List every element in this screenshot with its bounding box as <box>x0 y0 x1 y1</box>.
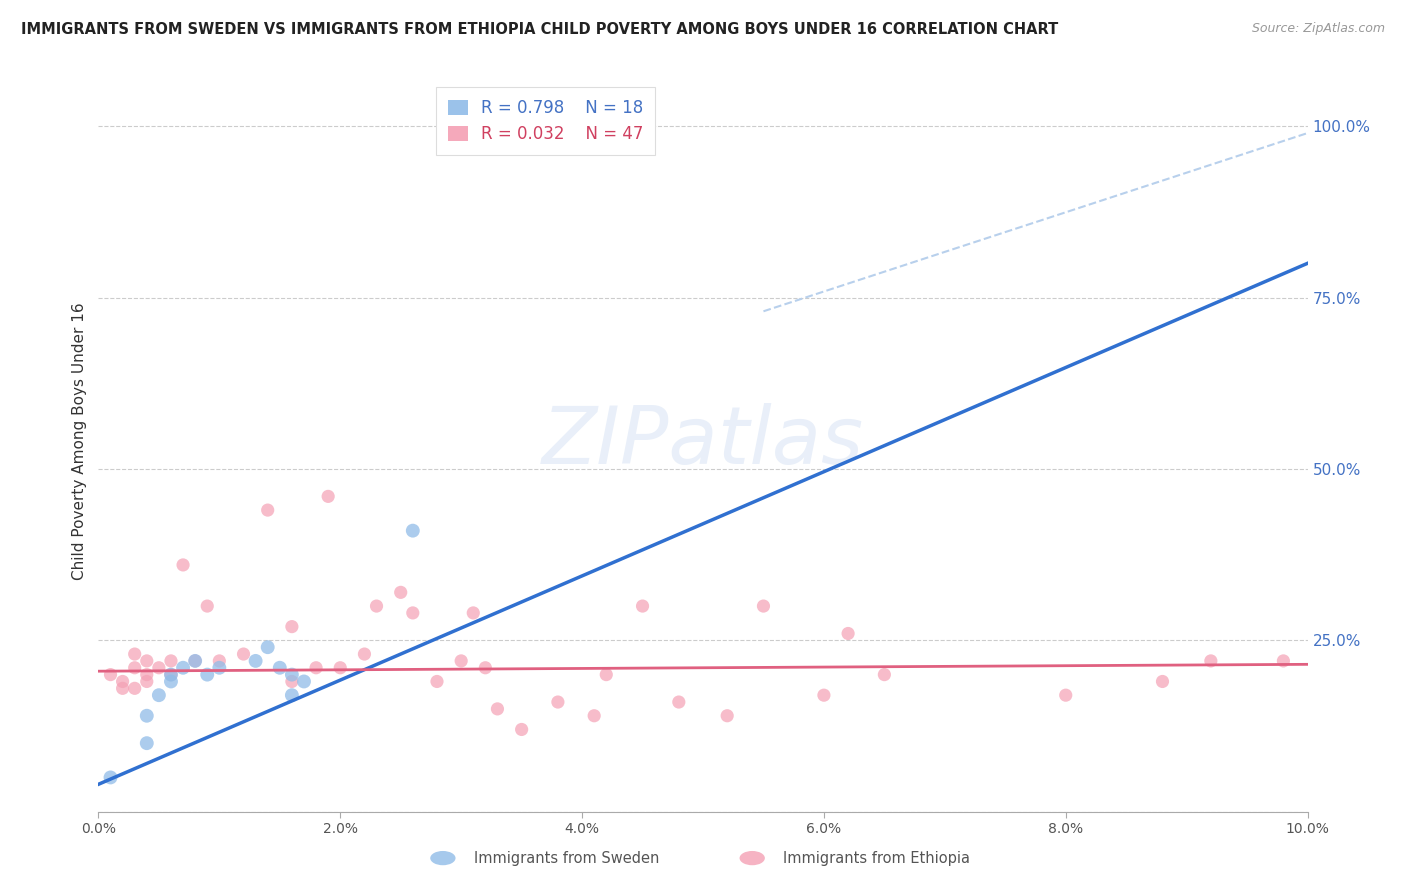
Point <box>135 736 157 750</box>
Point <box>813 688 835 702</box>
Point <box>595 667 617 681</box>
Point <box>366 599 388 613</box>
Point <box>668 695 690 709</box>
Point <box>389 585 412 599</box>
Point <box>135 654 157 668</box>
Point <box>486 119 509 133</box>
Point <box>135 667 157 681</box>
Point <box>160 667 183 681</box>
Point <box>195 599 218 613</box>
Point <box>281 674 304 689</box>
Point <box>148 688 170 702</box>
Text: Immigrants from Sweden: Immigrants from Sweden <box>474 851 659 865</box>
Point <box>474 661 496 675</box>
Point <box>426 674 449 689</box>
Text: IMMIGRANTS FROM SWEDEN VS IMMIGRANTS FROM ETHIOPIA CHILD POVERTY AMONG BOYS UNDE: IMMIGRANTS FROM SWEDEN VS IMMIGRANTS FRO… <box>21 22 1059 37</box>
Point <box>486 702 509 716</box>
Point <box>208 661 231 675</box>
Point <box>172 558 194 572</box>
Point <box>873 667 896 681</box>
Point <box>124 661 146 675</box>
Point <box>281 619 304 633</box>
Point <box>256 503 278 517</box>
Point <box>245 654 267 668</box>
Point <box>305 661 328 675</box>
Point <box>510 723 533 737</box>
Point <box>111 681 134 696</box>
Point <box>450 654 472 668</box>
Point <box>269 661 291 675</box>
Text: ZIPatlas: ZIPatlas <box>541 402 865 481</box>
Point <box>160 654 183 668</box>
Point <box>329 661 352 675</box>
Point <box>583 708 606 723</box>
Point <box>124 681 146 696</box>
Point <box>1272 654 1295 668</box>
Text: Immigrants from Ethiopia: Immigrants from Ethiopia <box>783 851 970 865</box>
Point <box>172 661 194 675</box>
Point <box>716 708 738 723</box>
Point <box>353 647 375 661</box>
Point <box>463 606 485 620</box>
Point <box>135 708 157 723</box>
Point <box>100 667 122 681</box>
Legend: R = 0.798    N = 18, R = 0.032    N = 47: R = 0.798 N = 18, R = 0.032 N = 47 <box>436 87 655 155</box>
Point <box>281 667 304 681</box>
Point <box>184 654 207 668</box>
Point <box>837 626 859 640</box>
Point <box>208 654 231 668</box>
Point <box>100 771 122 785</box>
Text: Source: ZipAtlas.com: Source: ZipAtlas.com <box>1251 22 1385 36</box>
Point <box>232 647 254 661</box>
Point <box>111 674 134 689</box>
Point <box>402 524 425 538</box>
Point <box>547 695 569 709</box>
Y-axis label: Child Poverty Among Boys Under 16: Child Poverty Among Boys Under 16 <box>72 302 87 581</box>
Point <box>292 674 315 689</box>
Point <box>160 667 183 681</box>
Point <box>160 674 183 689</box>
Point <box>184 654 207 668</box>
Point <box>124 647 146 661</box>
Point <box>281 688 304 702</box>
Point <box>316 489 339 503</box>
Point <box>135 674 157 689</box>
Point <box>1152 674 1174 689</box>
Point <box>402 606 425 620</box>
Point <box>631 599 654 613</box>
Point <box>195 667 218 681</box>
Point <box>1199 654 1222 668</box>
Point <box>752 599 775 613</box>
Point <box>256 640 278 655</box>
Point <box>148 661 170 675</box>
Point <box>1054 688 1077 702</box>
